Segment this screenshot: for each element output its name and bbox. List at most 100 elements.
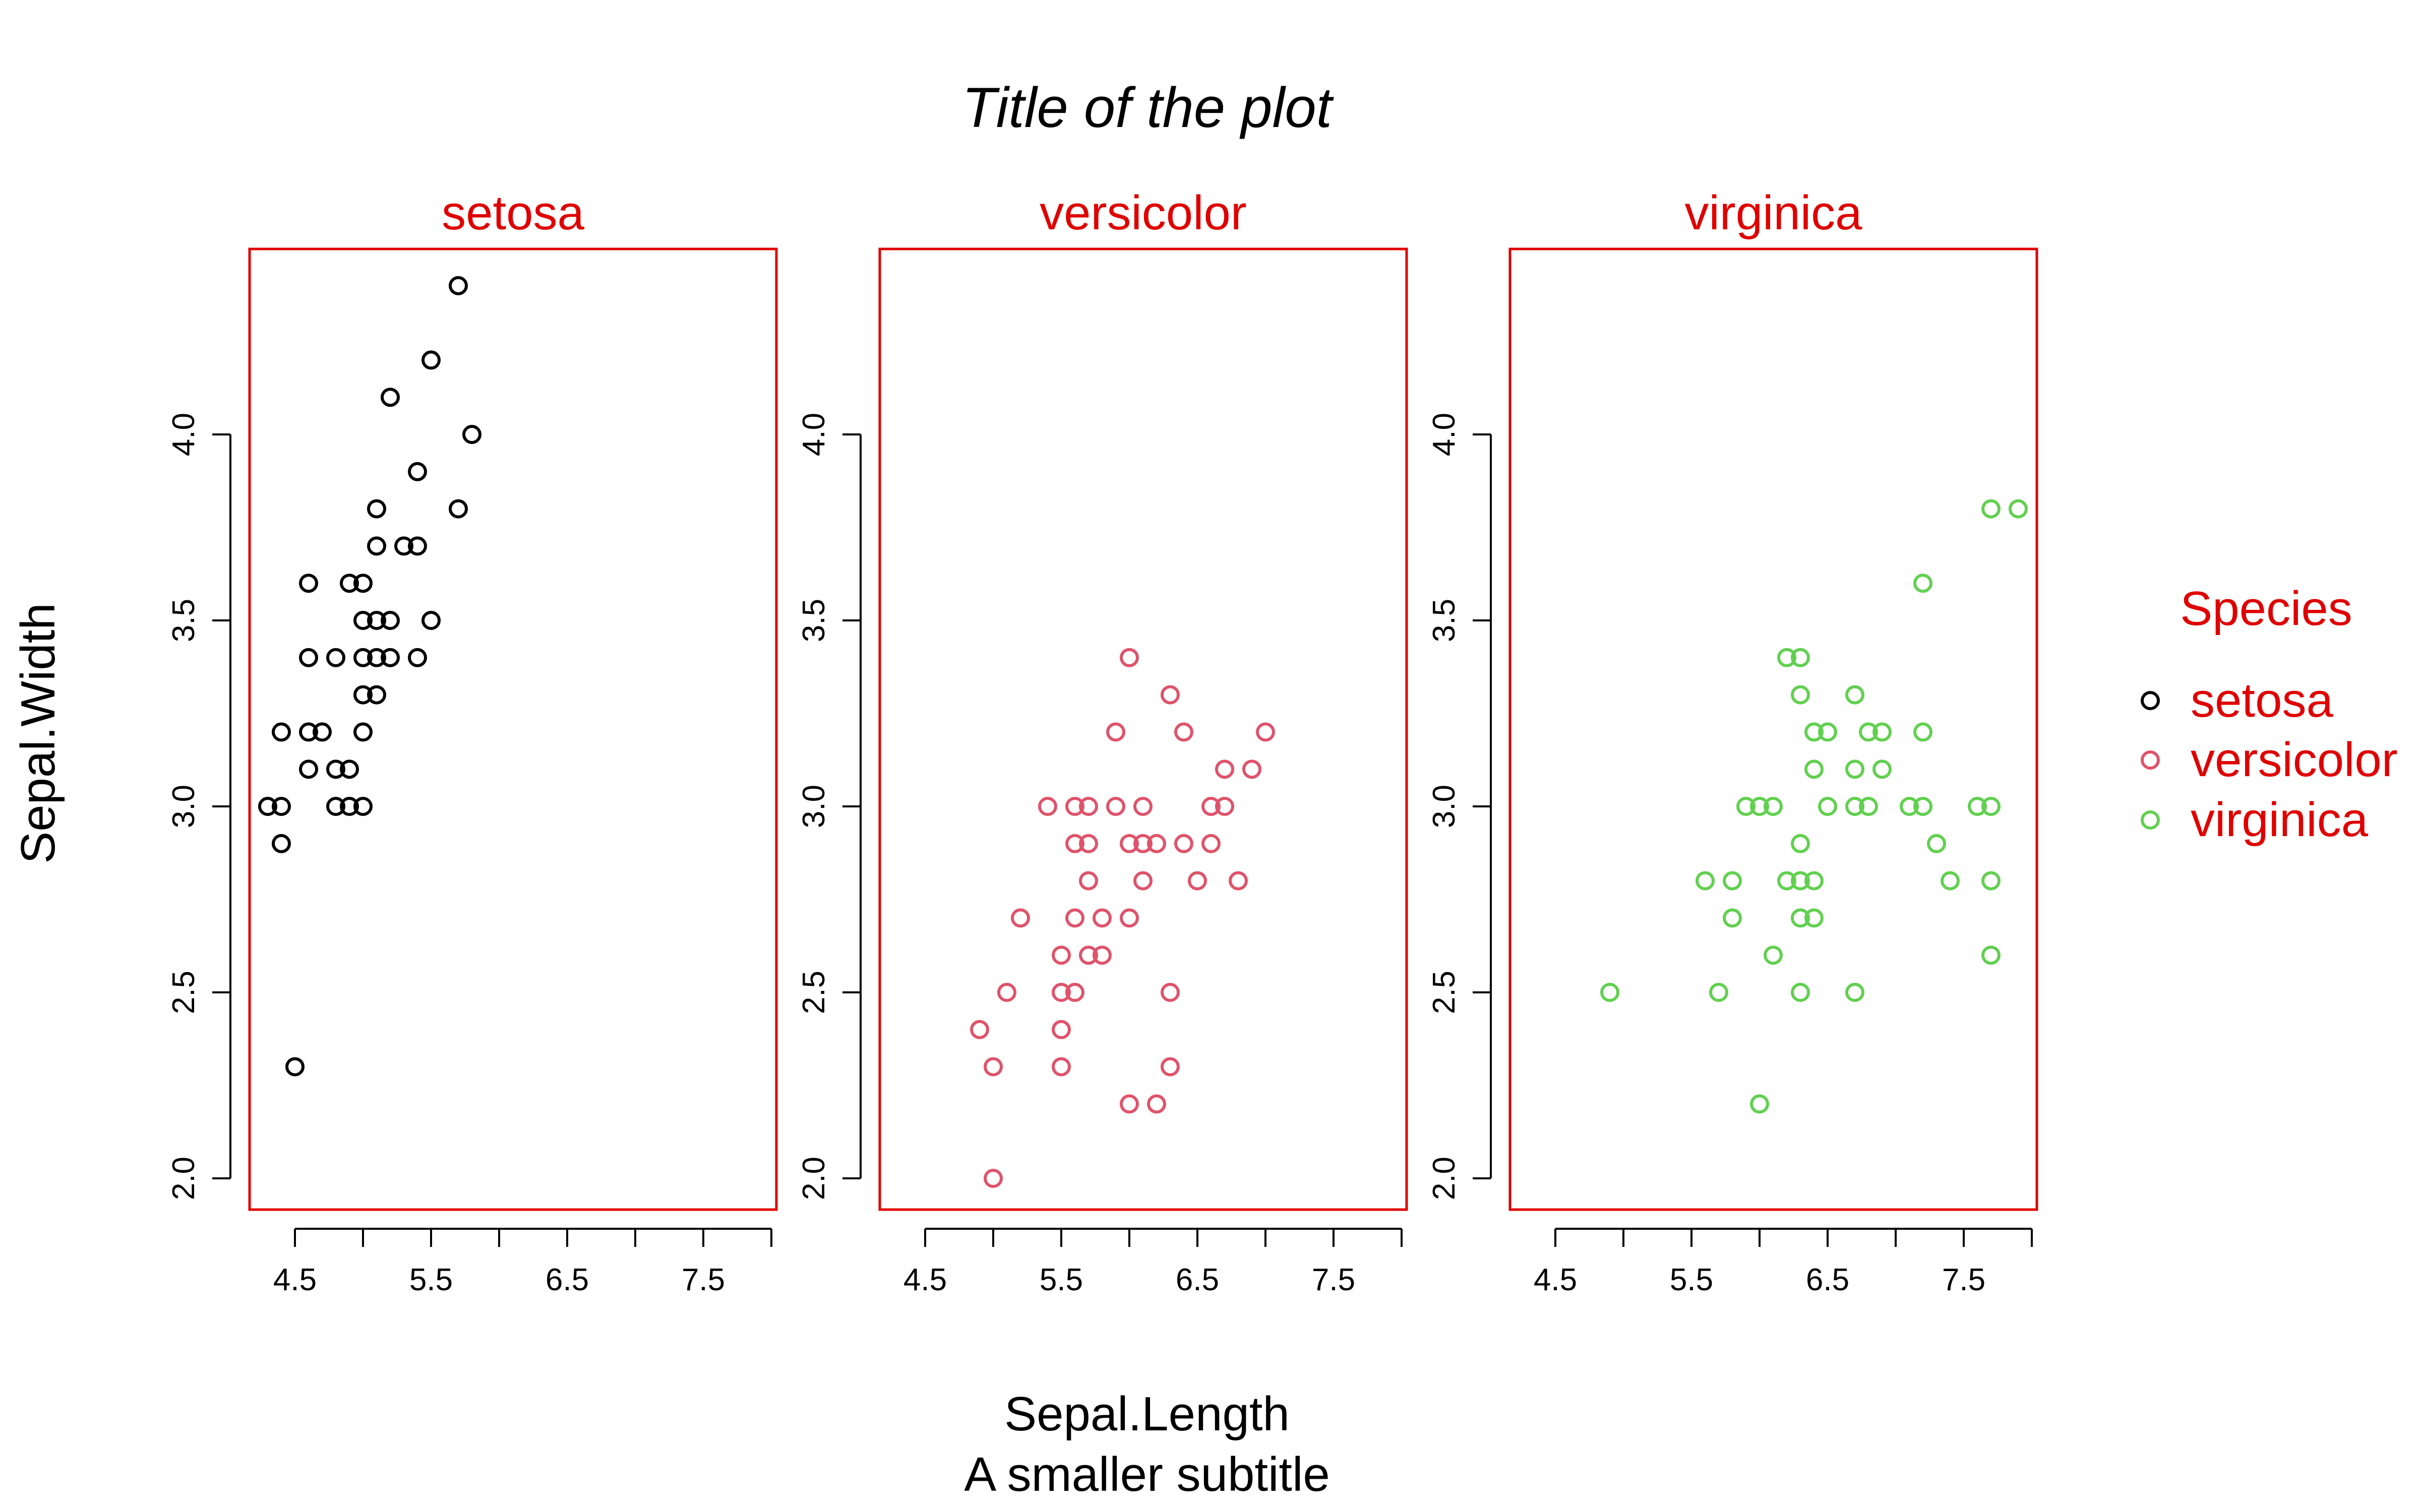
data-point-virginica [1981, 871, 2001, 891]
data-point-virginica [1927, 834, 1946, 853]
data-point-virginica [1913, 797, 1932, 816]
x-tick-label: 7.5 [1312, 1263, 1355, 1297]
panel-border [878, 247, 1408, 1211]
panel-border [1508, 247, 2038, 1211]
y-tick-label: 2.5 [1427, 971, 1462, 1014]
data-point-versicolor [984, 1057, 1003, 1077]
data-point-virginica [1764, 797, 1783, 816]
data-point-setosa [272, 797, 291, 816]
data-point-setosa [299, 760, 318, 779]
data-point-virginica [1968, 797, 1987, 816]
data-point-setosa [421, 350, 441, 370]
data-point-virginica [1804, 722, 1824, 742]
data-point-versicolor [1079, 871, 1098, 891]
data-point-virginica [1845, 983, 1864, 1002]
data-point-setosa [353, 685, 373, 705]
data-point-versicolor [1174, 834, 1193, 853]
data-point-versicolor [1215, 797, 1234, 816]
y-tick-label: 2.5 [797, 971, 831, 1014]
chart-subtitle: A smaller subtitle [964, 1447, 1330, 1501]
legend-label-versicolor: versicolor [2191, 733, 2398, 787]
data-point-versicolor [1106, 722, 1125, 742]
panel-strip-label-setosa: setosa [442, 186, 584, 240]
data-point-versicolor [1215, 760, 1234, 779]
data-point-virginica [1777, 648, 1796, 667]
data-point-virginica [1791, 983, 1810, 1002]
legend-marker-setosa [2141, 691, 2160, 710]
data-point-versicolor [1052, 983, 1071, 1002]
data-point-virginica [1981, 797, 2001, 816]
data-point-setosa [367, 648, 386, 667]
data-point-setosa [408, 536, 427, 556]
data-point-versicolor [1147, 1094, 1166, 1114]
legend-label-setosa: setosa [2191, 673, 2333, 727]
data-point-setosa [462, 425, 481, 444]
data-point-virginica [1791, 834, 1810, 853]
data-point-setosa [367, 685, 386, 705]
data-point-versicolor [1147, 834, 1166, 853]
data-point-virginica [2009, 499, 2028, 519]
data-point-setosa [258, 797, 277, 816]
x-tick-label: 6.5 [1176, 1263, 1219, 1297]
data-point-versicolor [1052, 1020, 1071, 1039]
data-point-versicolor [1079, 797, 1098, 816]
panel-strip-label-versicolor: versicolor [1040, 186, 1247, 240]
data-point-versicolor [970, 1020, 989, 1039]
data-point-virginica [1736, 797, 1756, 816]
panel-virginica: virginica 2.0 2.5 3.0 3.5 4.0 4.5 5.5 6.5 7.5 [1427, 186, 2038, 1297]
data-point-virginica [1791, 871, 1810, 891]
x-tick-label: 4.5 [1534, 1263, 1577, 1297]
data-point-versicolor [1242, 760, 1261, 779]
data-point-virginica [1913, 722, 1932, 742]
data-point-virginica [1804, 871, 1824, 891]
data-point-virginica [1777, 871, 1796, 891]
data-point-setosa [299, 574, 318, 593]
data-point-versicolor [1256, 722, 1275, 742]
y-tick-label: 3.5 [166, 599, 201, 642]
data-point-virginica [1723, 871, 1742, 891]
data-point-versicolor [1106, 797, 1125, 816]
data-point-versicolor [1161, 983, 1180, 1002]
legend-marker-versicolor [2141, 750, 2160, 770]
y-tick-label: 3.0 [797, 785, 831, 828]
data-point-virginica [1723, 908, 1742, 928]
data-point-setosa [367, 611, 386, 630]
data-point-virginica [1872, 722, 1892, 742]
data-point-versicolor [1188, 871, 1207, 891]
x-tick-label: 6.5 [1806, 1263, 1849, 1297]
data-point-setosa [299, 648, 318, 667]
data-point-setosa [353, 722, 373, 742]
data-point-virginica [1600, 983, 1619, 1002]
data-point-setosa [326, 648, 345, 667]
data-point-virginica [1845, 797, 1864, 816]
data-point-setosa [340, 760, 359, 779]
data-point-setosa [299, 722, 318, 742]
data-point-setosa [272, 834, 291, 853]
data-point-versicolor [1052, 946, 1071, 965]
data-point-setosa [421, 611, 441, 630]
y-tick-label: 4.0 [797, 413, 831, 456]
x-tick-label: 7.5 [1942, 1263, 1985, 1297]
y-tick-label: 2.0 [166, 1157, 201, 1200]
data-point-setosa [326, 760, 345, 779]
chart-title: Title of the plot [962, 76, 1334, 139]
data-point-versicolor [1133, 834, 1153, 853]
data-point-setosa [381, 388, 400, 407]
panel-versicolor: versicolor 2.0 2.5 3.0 3.5 4.0 4.5 5.5 6.5 7.5 [797, 186, 1408, 1297]
data-point-versicolor [1201, 797, 1221, 816]
data-point-versicolor [997, 983, 1016, 1002]
data-point-setosa [449, 276, 468, 295]
data-point-setosa [326, 797, 345, 816]
x-tick-label: 5.5 [1670, 1263, 1713, 1297]
data-point-versicolor [1161, 685, 1180, 705]
data-point-versicolor [1201, 834, 1221, 853]
x-axis-label: Sepal.Length [1004, 1387, 1290, 1441]
panel-border [248, 247, 778, 1211]
data-point-versicolor [1038, 797, 1057, 816]
data-point-versicolor [1011, 908, 1030, 928]
y-tick-label: 3.0 [166, 785, 201, 828]
data-point-virginica [1791, 648, 1810, 667]
data-point-virginica [1696, 871, 1715, 891]
data-point-setosa [353, 648, 373, 667]
